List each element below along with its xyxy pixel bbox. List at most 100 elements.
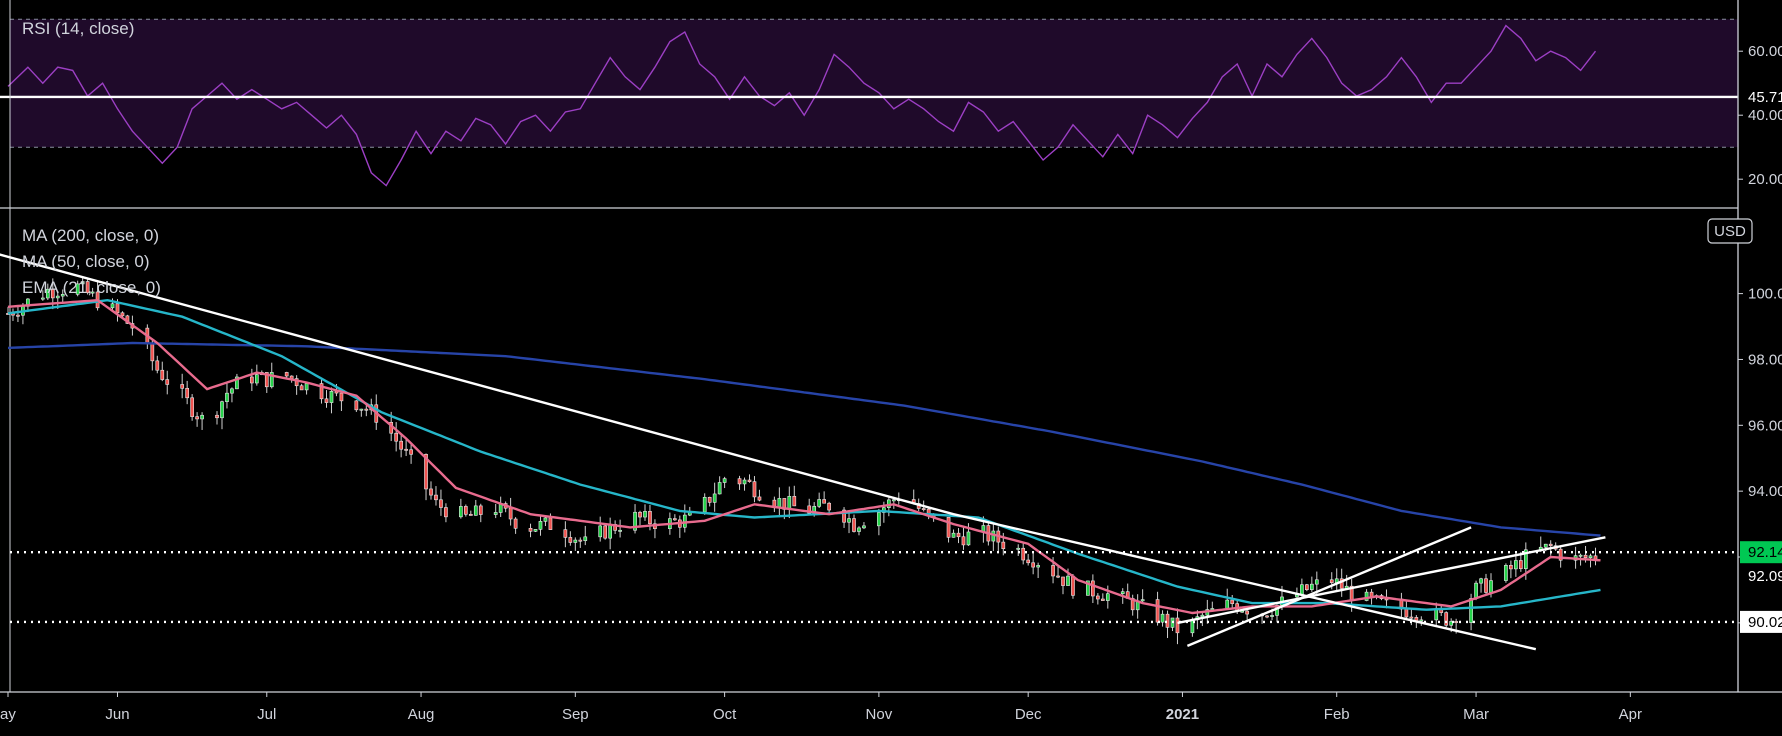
candle-body	[269, 372, 274, 388]
rsi-reference-label: 45.71	[1748, 89, 1782, 106]
candle-body	[722, 478, 727, 483]
level-tag-label: 92.146	[1748, 544, 1782, 561]
candle-body	[1140, 599, 1145, 602]
candle-body	[459, 506, 463, 518]
candle-body	[792, 496, 797, 507]
candle-body	[399, 440, 403, 450]
ma200-legend: MA (200, close, 0)	[22, 226, 159, 245]
candle-body	[807, 505, 812, 514]
price-tick-label: 98.000	[1748, 351, 1782, 368]
candle-body	[1578, 554, 1583, 557]
trendline-downtrend[interactable]	[0, 253, 1537, 651]
candle-body	[354, 400, 359, 411]
price-axis[interactable]: 100.000 98.000 96.000 94.000	[1738, 286, 1782, 624]
time-axis[interactable]: ay Jun Jul Aug Sep Oct Nov Dec 2021 Feb Mar Apr	[0, 692, 1642, 723]
candle-body	[747, 479, 752, 482]
candle-body	[75, 283, 80, 295]
candle-body	[1031, 562, 1035, 568]
time-tick-label: Jun	[105, 706, 129, 723]
level-tag	[1740, 610, 1782, 633]
candle-body	[468, 513, 473, 516]
price-pane[interactable]: MA (200, close, 0) MA (50, close, 0) EMA…	[0, 226, 1738, 651]
candle-body	[1558, 548, 1563, 561]
time-tick-label: Oct	[713, 706, 737, 723]
candle-body	[200, 414, 204, 420]
rsi-axis[interactable]: 20.00 40.00 60.00	[1738, 43, 1782, 188]
trendline-channel-lower[interactable]	[1186, 526, 1472, 648]
candle-body	[1454, 621, 1458, 623]
candle-body	[220, 401, 224, 419]
rsi-legend: RSI (14, close)	[22, 19, 134, 38]
level-tag-label: 90.029	[1748, 614, 1782, 631]
rsi-reference-tag	[1740, 85, 1782, 108]
candle-body	[90, 291, 95, 294]
candle-body	[284, 372, 289, 377]
candle-body	[513, 518, 518, 529]
level-tag	[1740, 541, 1782, 564]
candle-body	[1016, 547, 1021, 550]
candle-body	[673, 518, 677, 521]
candle-body	[254, 374, 259, 384]
candle-body	[1021, 547, 1026, 561]
candle-body	[1519, 560, 1523, 569]
candle-body	[264, 372, 269, 388]
candle-body	[682, 514, 687, 528]
candle-body	[702, 496, 707, 513]
candle-body	[1434, 608, 1439, 621]
candle-body	[1105, 593, 1110, 601]
candle-body	[319, 383, 324, 400]
currency-badge[interactable]: USD	[1707, 218, 1753, 244]
candle-body	[1588, 555, 1593, 559]
ema-last-tag	[1740, 565, 1782, 588]
candle-body	[195, 416, 199, 420]
candle-body	[215, 414, 219, 419]
candles	[6, 276, 1598, 645]
candle-body	[1523, 549, 1528, 569]
candle-body	[1329, 579, 1334, 583]
candle-body	[1543, 543, 1548, 548]
candle-body	[409, 449, 413, 455]
candle-body	[533, 529, 538, 532]
candle-body	[80, 281, 85, 285]
candle-body	[961, 536, 966, 546]
time-tick-label: Aug	[408, 706, 435, 723]
candle-body	[1091, 580, 1095, 597]
candle-body	[165, 379, 170, 385]
candle-body	[742, 479, 747, 485]
candle-body	[1056, 575, 1060, 578]
candle-body	[1409, 616, 1414, 619]
candle-body	[235, 376, 239, 390]
candle-body	[1230, 599, 1235, 604]
candle-body	[1364, 591, 1369, 601]
candle-body	[1265, 615, 1269, 618]
trendlines[interactable]	[0, 253, 1606, 651]
candle-body	[110, 303, 115, 309]
candle-body	[598, 525, 603, 538]
candle-body	[842, 509, 846, 523]
candle-body	[1305, 584, 1309, 590]
candle-body	[852, 518, 856, 532]
candle-body	[877, 512, 881, 527]
candle-body	[543, 517, 548, 522]
ma200-line	[7, 341, 1601, 537]
candle-body	[1449, 621, 1454, 626]
candle-body	[185, 387, 189, 399]
candle-body	[473, 505, 478, 516]
candle-body	[737, 478, 742, 485]
horizontal-levels[interactable]	[10, 550, 1738, 624]
candle-body	[583, 536, 588, 541]
candle-body	[1100, 598, 1105, 601]
candle-body	[1404, 608, 1409, 618]
trendline-channel-upper[interactable]	[1177, 536, 1606, 625]
candle-body	[847, 518, 851, 523]
candle-body	[862, 525, 866, 529]
rsi-tick-label: 60.00	[1748, 43, 1782, 60]
candle-body	[429, 488, 433, 496]
candle-body	[40, 297, 45, 300]
candle-body	[891, 499, 896, 502]
rsi-pane[interactable]: RSI (14, close)	[0, 18, 1738, 187]
candle-body	[160, 369, 165, 380]
candle-body	[463, 506, 468, 515]
candle-body	[16, 314, 20, 317]
